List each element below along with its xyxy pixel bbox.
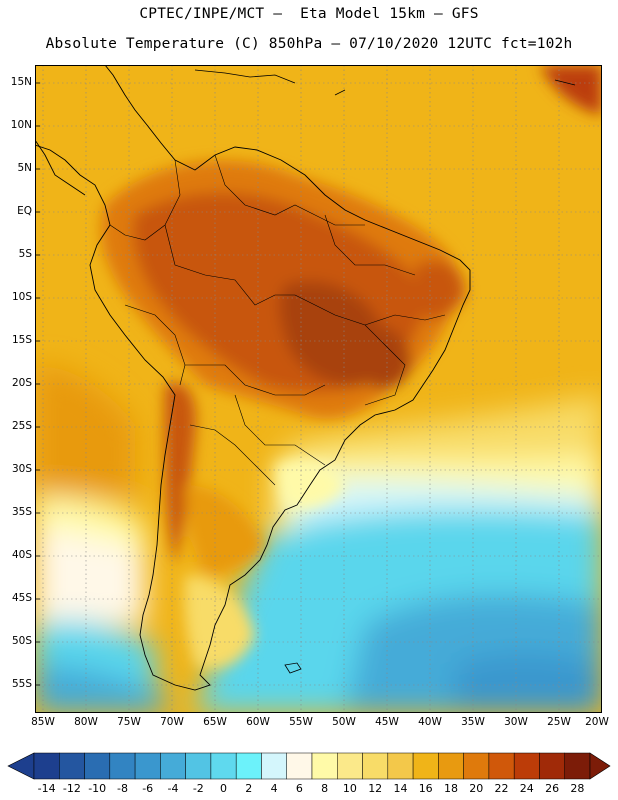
lon-label-80w: 80W xyxy=(74,716,98,728)
chart-title-line-2: Absolute Temperature (C) 850hPa – 07/10/… xyxy=(45,36,573,52)
lon-label-65w: 65W xyxy=(203,716,227,728)
patagonia-yellow xyxy=(184,575,255,669)
lat-label-20s: 20S xyxy=(11,377,32,389)
lon-label-40w: 40W xyxy=(418,716,442,728)
lat-label-55s: 55S xyxy=(11,678,32,690)
lat-label-45s: 45S xyxy=(11,592,32,604)
land-very-hot-2 xyxy=(365,325,411,389)
colorbar-label: -10 xyxy=(88,782,107,795)
colorbar-swatch xyxy=(564,752,591,780)
south-america-coastline xyxy=(35,65,471,691)
colorbar-swatch xyxy=(160,752,186,780)
colorbar-label: -6 xyxy=(142,782,154,795)
colorbar-label: 10 xyxy=(342,782,357,795)
lat-label-15n: 15N xyxy=(10,76,32,88)
caribbean-islands xyxy=(194,69,576,96)
land-very-hot xyxy=(279,281,386,386)
lon-label-75w: 75W xyxy=(117,716,141,728)
colorbar-label: 4 xyxy=(270,782,278,795)
graticule xyxy=(35,65,602,713)
andes-hot xyxy=(164,382,196,565)
lat-label-25s: 25S xyxy=(11,420,32,432)
temperature-map xyxy=(35,65,602,713)
colorbar-label: 12 xyxy=(368,782,383,795)
colorbar-swatch xyxy=(33,752,60,780)
colorbar-swatch xyxy=(185,752,212,780)
colorbar-label: 28 xyxy=(570,782,585,795)
colorbar-label: 18 xyxy=(444,782,458,795)
colorbar-swatch xyxy=(311,752,338,780)
colorbar-swatch xyxy=(134,752,161,780)
lon-label-60w: 60W xyxy=(246,716,270,728)
colorbar-swatch xyxy=(210,752,237,780)
lat-label-50s: 50S xyxy=(11,635,32,647)
colorbar-label: 8 xyxy=(321,782,329,795)
colorbar-swatch xyxy=(463,752,490,780)
colorbar-swatch xyxy=(412,752,439,780)
colorbar-label: 2 xyxy=(245,782,253,795)
colorbar-swatch xyxy=(286,752,313,780)
falklands xyxy=(284,662,302,674)
lon-label-30w: 30W xyxy=(504,716,528,728)
pacific-cold xyxy=(35,665,165,713)
colorbar-right-arrow xyxy=(589,752,611,780)
colorbar-label: 0 xyxy=(220,782,227,795)
colorbar-left-arrow xyxy=(7,752,35,780)
country-borders xyxy=(109,154,446,486)
colorbar-swatch xyxy=(109,752,136,780)
lon-label-85w: 85W xyxy=(31,716,55,728)
colorbar-swatch xyxy=(488,752,515,780)
lat-label-eq: EQ xyxy=(17,205,32,217)
lat-label-10s: 10S xyxy=(11,291,32,303)
pacific-cream xyxy=(35,525,145,625)
central-america xyxy=(35,139,86,196)
lon-label-45w: 45W xyxy=(375,716,399,728)
ne-brazil-hot xyxy=(415,261,465,319)
colorbar-swatch xyxy=(438,752,464,780)
colorbar-label: -8 xyxy=(117,782,128,795)
colorbar-label: 16 xyxy=(418,782,433,795)
lon-label-35w: 35W xyxy=(461,716,485,728)
colorbar-swatch xyxy=(235,752,262,780)
lat-label-10n: 10N xyxy=(10,119,32,131)
colorbar-swatch xyxy=(84,752,111,780)
colorbar-swatch xyxy=(362,752,389,780)
lat-label-5n: 5N xyxy=(17,162,32,174)
lat-label-40s: 40S xyxy=(11,549,32,561)
colorbar-swatch xyxy=(387,752,414,780)
colorbar-label: 6 xyxy=(295,782,303,795)
colorbar-label: 26 xyxy=(545,782,560,795)
lon-label-50w: 50W xyxy=(332,716,356,728)
colorbar-swatch xyxy=(59,752,85,780)
lon-label-55w: 55W xyxy=(289,716,313,728)
pacific-warm xyxy=(35,365,135,495)
lat-label-5s: 5S xyxy=(18,248,32,260)
lat-label-30s: 30S xyxy=(11,463,32,475)
map-border xyxy=(35,65,602,713)
chart-title-line-1: CPTEC/INPE/MCT – Eta Model 15km – GFS xyxy=(139,6,479,22)
south-cone-warm xyxy=(185,485,265,575)
colorbar-label: -14 xyxy=(37,782,56,795)
colorbar-swatch xyxy=(539,752,565,780)
colorbar-label: 22 xyxy=(494,782,509,795)
colorbar-label: -4 xyxy=(167,782,179,795)
colorbar-label: 24 xyxy=(519,782,534,795)
colorbar-swatch xyxy=(337,752,363,780)
lat-label-35s: 35S xyxy=(11,506,32,518)
colorbar-label: -2 xyxy=(192,782,204,795)
lon-label-70w: 70W xyxy=(160,716,184,728)
lon-label-20w: 20W xyxy=(585,716,609,728)
colorbar-swatch xyxy=(513,752,540,780)
colorbar-swatch xyxy=(261,752,287,780)
lat-label-15s: 15S xyxy=(11,334,32,346)
colorbar-label: -12 xyxy=(62,782,81,795)
top-right-hot xyxy=(540,65,602,115)
colorbar-label: 20 xyxy=(469,782,484,795)
cold-water-patch-2 xyxy=(455,653,602,713)
temperature-colorbar xyxy=(7,752,611,780)
colorbar-label: 14 xyxy=(393,782,408,795)
tick-marks xyxy=(35,82,40,686)
lon-label-25w: 25W xyxy=(547,716,571,728)
